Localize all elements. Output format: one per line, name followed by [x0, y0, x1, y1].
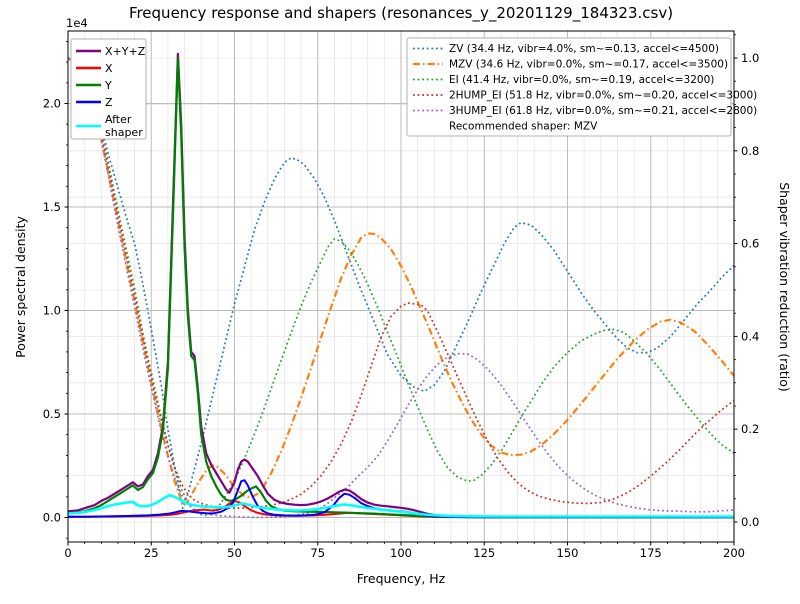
chart-title: Frequency response and shapers (resonanc…: [129, 4, 673, 23]
legend-shapers-label-2: EI (41.4 Hz, vibr=0.0%, sm~=0.19, accel<…: [449, 74, 714, 86]
y-left-offset-text: 1e4: [66, 16, 88, 30]
y-left-tick-label: 0.0: [43, 511, 61, 525]
y-right-tick-label: 1.0: [741, 51, 759, 65]
x-tick-label: 75: [310, 546, 325, 560]
x-tick-label: 25: [144, 546, 159, 560]
tick-labels-layer: 0 25 50 75 100 125 150 175 200 0.0 0.5 1.0 1.5 2.0 0.0…: [43, 51, 760, 560]
x-tick-label: 175: [640, 546, 662, 560]
x-axis-label: Frequency, Hz: [357, 571, 446, 586]
series-ei-curve: [68, 57, 734, 517]
y-left-tick-label: 2.0: [43, 97, 61, 111]
y-right-tick-label: 0.8: [741, 144, 759, 158]
y-right-tick-label: 0.2: [741, 422, 759, 436]
curves-layer: [68, 52, 734, 519]
y-left-tick-label: 1.5: [43, 200, 61, 214]
y-left-axis-label: Power spectral density: [13, 216, 28, 358]
x-tick-label: 200: [723, 546, 745, 560]
series-xyz-curve: [68, 52, 734, 519]
x-tick-label: 125: [473, 546, 495, 560]
legend-shapers-label-3: 2HUMP_EI (51.8 Hz, vibr=0.0%, sm~=0.20, …: [449, 90, 757, 102]
legend-shapers-label-1: MZV (34.6 Hz, vibr=0.0%, sm~=0.17, accel…: [449, 59, 728, 71]
legend-psd-label-2: Y: [104, 79, 112, 92]
y-left-tick-label: 0.5: [43, 407, 61, 421]
legend-shapers-footer: Recommended shaper: MZV: [449, 121, 598, 133]
legend-shapers: ZV (34.4 Hz, vibr=4.0%, sm~=0.13, accel<…: [406, 37, 757, 137]
series-after_shaper-curve: [68, 493, 734, 518]
x-tick-label: 100: [390, 546, 412, 560]
legend-psd-label-4-line1: After: [105, 113, 132, 126]
y-right-axis-label: Shaper vibration reduction (ratio): [777, 182, 792, 392]
legend-psd-box: [70, 38, 147, 140]
grid-layer: [68, 31, 734, 542]
series-mzv-curve: [68, 57, 734, 507]
legend-psd-label-4-line2: shaper: [105, 126, 143, 139]
x-tick-label: 0: [64, 546, 71, 560]
legend-psd-label-0: X+Y+Z: [105, 45, 146, 58]
legend-shapers-label-4: 3HUMP_EI (61.8 Hz, vibr=0.0%, sm~=0.21, …: [449, 105, 757, 117]
series-2hump_ei-curve: [68, 57, 734, 509]
legend-psd-label-1: X: [105, 62, 113, 75]
legend-shapers-box: [406, 37, 732, 137]
legend-shapers-label-0: ZV (34.4 Hz, vibr=4.0%, sm~=0.13, accel<…: [449, 43, 719, 55]
series-y-curve: [68, 56, 734, 519]
x-tick-label: 50: [227, 546, 242, 560]
ticks-layer: [64, 34, 738, 546]
y-left-tick-label: 1.0: [43, 304, 61, 318]
series-zv-curve: [68, 57, 734, 509]
y-right-tick-label: 0.4: [741, 329, 759, 343]
x-tick-label: 150: [557, 546, 579, 560]
series-3hump_ei-curve: [68, 57, 734, 519]
y-right-tick-label: 0.6: [741, 237, 759, 251]
y-right-tick-label: 0.0: [741, 515, 759, 529]
legend-psd-label-3: Z: [105, 96, 113, 109]
